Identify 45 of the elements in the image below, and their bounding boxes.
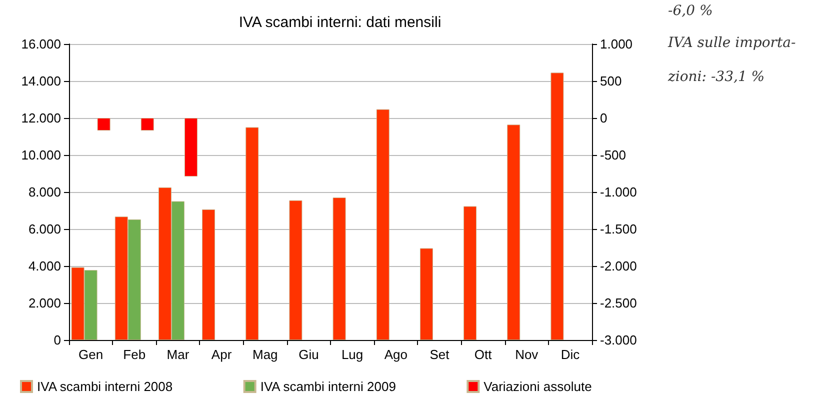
text: IVA sulle importa- zioni: -33,1 % <box>668 35 796 85</box>
y-tick-label: 10.000 <box>21 148 61 162</box>
legend-label: IVA scambi interni 2008 <box>37 379 173 394</box>
y2-tick-label: 1.000 <box>600 36 633 52</box>
bar <box>289 200 302 340</box>
y-tick-label: 16.000 <box>21 36 61 52</box>
legend-label: IVA scambi interni 2009 <box>260 379 396 394</box>
y-tick-label: 0 <box>54 332 61 348</box>
y-tick-label: 14.000 <box>21 74 61 88</box>
bar <box>202 209 216 340</box>
x-tick-label: Dic <box>560 347 580 362</box>
x-tick-label: Gen <box>78 347 104 362</box>
x-tick-label: Mag <box>252 347 278 362</box>
y2-tick-label: -500 <box>600 148 626 162</box>
y2-tick-label: -1.000 <box>600 184 637 200</box>
bar <box>376 109 390 340</box>
chart-title: IVA scambi interni: dati mensili <box>238 14 442 31</box>
y-tick-label: 4.000 <box>28 258 61 274</box>
bar <box>507 124 520 340</box>
y2-tick-label: -3.000 <box>600 332 637 348</box>
text: -6,0 % <box>668 2 714 21</box>
y2-tick-label: 0 <box>600 110 608 126</box>
x-tick-label: Lug <box>341 347 364 362</box>
x-tick-label: Giu <box>298 347 319 362</box>
y-tick-label: 6.000 <box>28 222 61 236</box>
x-tick-label: Ott <box>474 347 492 362</box>
x-tick-label: Nov <box>515 347 539 362</box>
y-tick-label: 8.000 <box>28 184 61 200</box>
y2-tick-label: -1.500 <box>600 222 637 236</box>
y2-tick-label: 500 <box>600 74 622 88</box>
bar <box>420 248 433 340</box>
x-tick-label: Set <box>430 347 450 362</box>
y2-tick-label: -2.000 <box>600 258 637 274</box>
bar <box>332 198 346 340</box>
bar <box>464 206 477 340</box>
x-tick-label: Apr <box>211 347 232 362</box>
bar <box>246 127 259 340</box>
x-tick-label: Mar <box>166 347 190 362</box>
y-tick-label: 2.000 <box>28 296 61 310</box>
x-tick-label: Feb <box>123 347 146 362</box>
x-tick-label: Ago <box>384 347 408 362</box>
y2-tick-label: -2.500 <box>600 296 637 310</box>
y-tick-label: 12.000 <box>21 110 61 126</box>
legend-label: Variazioni assolute <box>484 379 592 394</box>
bar <box>550 72 564 340</box>
